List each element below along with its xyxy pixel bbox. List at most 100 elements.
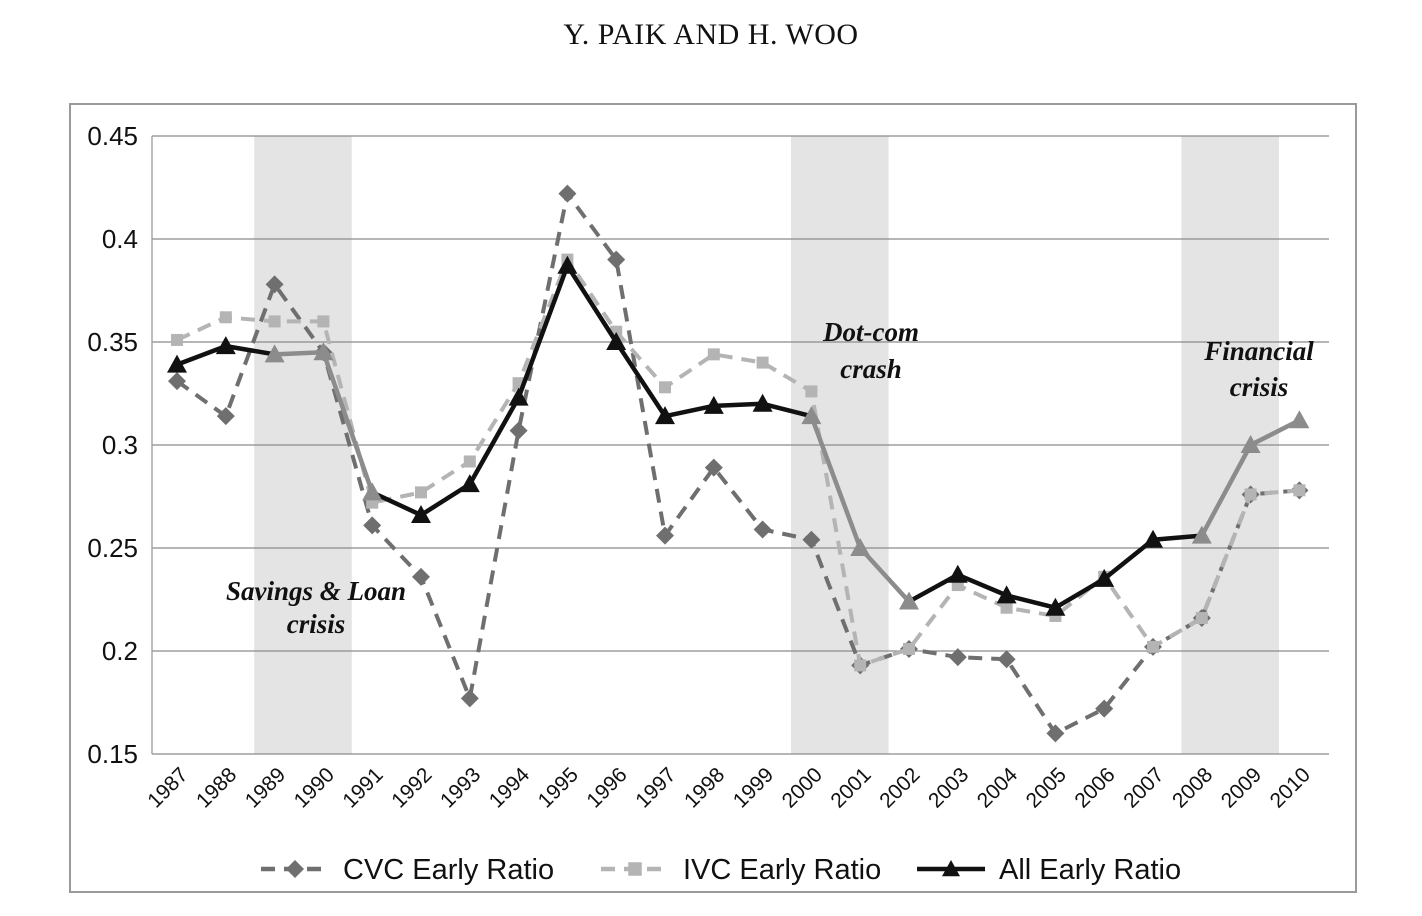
ivc-point (707, 348, 720, 361)
y-tick-label: 0.25 (87, 533, 138, 563)
y-tick-label: 0.2 (102, 636, 138, 666)
ivc-point (854, 659, 867, 672)
all-line-segment (613, 339, 668, 419)
all-point (752, 393, 773, 412)
ivc-point (1147, 640, 1159, 653)
all-point (1094, 568, 1115, 587)
ivc-point (1195, 612, 1208, 625)
all-line-segment (174, 343, 229, 367)
all-point (1289, 410, 1310, 429)
x-tick-label: 1990 (290, 763, 339, 812)
cvc-point (509, 421, 528, 440)
x-tick-label: 2009 (1217, 763, 1266, 812)
all-point (655, 406, 675, 425)
legend-swatch-marker (942, 860, 960, 877)
all-point (1045, 597, 1066, 616)
cvc-point (997, 650, 1016, 669)
x-tick-label: 1996 (582, 763, 631, 812)
x-tick-label: 2005 (1022, 763, 1071, 812)
legend-label: CVC Early Ratio (343, 854, 554, 886)
all-line-segment (516, 263, 570, 400)
running-head: Y. PAIK AND H. WOO (563, 18, 859, 51)
ivc-point (1293, 484, 1306, 497)
all-point (850, 538, 871, 556)
cvc-point (656, 526, 674, 545)
all-point (1191, 525, 1212, 544)
all-line-segment (662, 403, 717, 419)
all-line-segment (369, 490, 424, 518)
cvc-point (948, 648, 967, 667)
x-tick-label: 1991 (338, 763, 387, 812)
all-line-segment (711, 401, 765, 409)
all-point (899, 591, 919, 610)
x-tick-label: 1992 (387, 763, 436, 812)
all-point (459, 474, 480, 493)
cvc-point (1095, 699, 1114, 718)
all-point (1143, 529, 1163, 548)
cvc-point (1046, 724, 1065, 743)
ivc-point (805, 385, 818, 398)
ivc-point (1244, 488, 1257, 501)
x-tick-label: 1998 (680, 763, 729, 812)
all-point (215, 336, 236, 355)
legend-swatch-marker (628, 862, 642, 876)
y-tick-label: 0.4 (102, 224, 138, 254)
y-tick-label: 0.3 (102, 430, 138, 460)
ivc-point (756, 356, 769, 369)
ivc-point (317, 315, 330, 328)
x-tick-label: 1989 (241, 763, 290, 812)
all-line-segment (565, 263, 619, 345)
all-line-segment (272, 350, 326, 357)
x-tick-label: 2006 (1070, 763, 1119, 812)
cvc-point (265, 275, 284, 294)
y-tick-label: 0.35 (87, 327, 138, 357)
x-tick-label: 1993 (436, 763, 485, 812)
cvc-point (460, 689, 479, 708)
all-point (606, 332, 627, 350)
all-point (264, 344, 285, 363)
all-line-segment (467, 395, 521, 487)
cvc-point (363, 516, 382, 535)
all-line-segment (760, 401, 814, 419)
ivc-point (1000, 601, 1013, 614)
x-tick-label: 2003 (924, 763, 973, 812)
ivc-point (415, 486, 427, 499)
ivc-point (219, 311, 232, 324)
cvc-point (802, 530, 821, 549)
x-tick-label: 1987 (143, 763, 192, 812)
ivc-point (171, 333, 183, 346)
all-line-segment (906, 572, 961, 604)
x-tick-label: 1994 (485, 763, 535, 813)
ivc-point (463, 455, 476, 468)
y-tick-label: 0.45 (87, 121, 138, 151)
cvc-point (753, 520, 772, 539)
crisis-annotation: crash (840, 354, 902, 384)
crisis-annotation: Financial (1203, 336, 1314, 366)
cvc-point (216, 407, 235, 426)
all-line-segment (809, 413, 863, 551)
all-line-segment (1150, 533, 1205, 543)
cvc-point (412, 567, 430, 586)
cvc-point (704, 458, 723, 477)
all-point (996, 585, 1017, 604)
all-line-segment (223, 343, 277, 357)
x-tick-label: 1999 (729, 763, 778, 812)
ivc-point (268, 315, 281, 328)
all-line-segment (321, 350, 375, 495)
crisis-annotation: crisis (1230, 372, 1289, 402)
ivc-point (659, 381, 671, 394)
chart-frame: 0.15 0.2 0.25 0.3 0.35 0.4 0.45 1987 1988 1989 199… (69, 103, 1357, 893)
x-tick-label: 2001 (826, 763, 875, 812)
x-tick-label: 2008 (1168, 763, 1217, 812)
series-line-cvc (175, 191, 1300, 736)
crisis-annotation: Savings & Loan (226, 576, 406, 606)
y-tick-label: 0.15 (87, 739, 138, 769)
all-line-segment (1248, 418, 1302, 448)
all-point (411, 505, 431, 524)
all-line-segment (955, 572, 1009, 598)
x-tick-label: 1997 (631, 763, 680, 812)
x-tick-label: 1995 (534, 763, 583, 812)
legend-label: IVC Early Ratio (683, 854, 881, 886)
x-tick-label: 2002 (875, 763, 924, 812)
cvc-point (607, 250, 626, 269)
